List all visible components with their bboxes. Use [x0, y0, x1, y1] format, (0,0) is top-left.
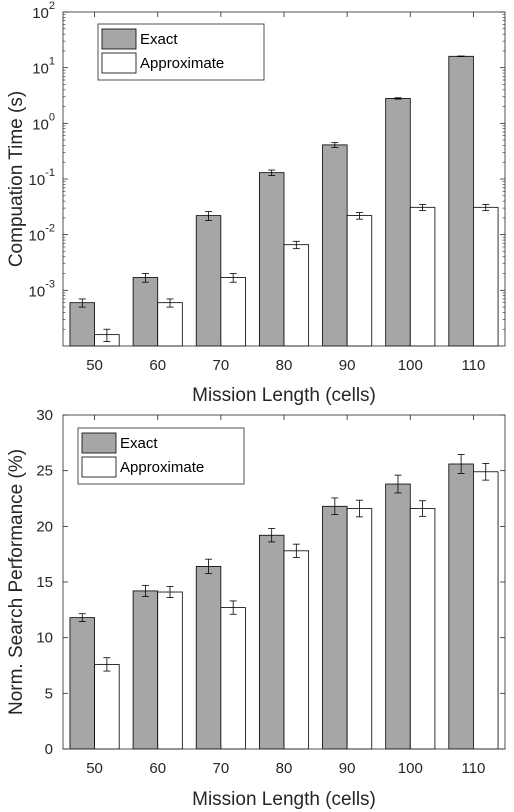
error-bar-exact-90 [331, 142, 339, 148]
x-axis-label: Mission Length (cells) [192, 789, 376, 810]
bar-exact-90 [322, 505, 348, 750]
error-bar-exact-60 [141, 584, 149, 597]
x-tick-label: 60 [149, 760, 166, 777]
bar-exact-70 [195, 566, 222, 750]
bar-exact-60 [132, 590, 159, 750]
x-tick-label: 70 [213, 760, 230, 777]
error-bar-exact-60 [141, 273, 149, 283]
x-tick-label: 110 [461, 357, 485, 374]
legend-swatch-exact [101, 28, 137, 50]
bar-approximate-100 [409, 508, 436, 750]
legend-swatch-exact [81, 432, 117, 454]
x-tick-label: 60 [149, 357, 166, 374]
bar-exact-80 [258, 172, 285, 347]
search-performance-chart: 50 60 70 80 90 100 110 0 5 10 15 20 25 30 Mission Leng… [6, 407, 506, 810]
error-bar-exact-70 [205, 211, 213, 221]
x-tick-label: 80 [276, 760, 293, 777]
legend-label-approximate: Approximate [140, 55, 224, 72]
error-bar-exact-80 [268, 169, 276, 177]
x-axis-label: Mission Length (cells) [192, 385, 376, 406]
x-tick-label: 90 [339, 357, 356, 374]
bar-exact-100 [385, 483, 411, 750]
bar-approximate-60 [157, 591, 183, 750]
x-tick-label: 110 [461, 760, 485, 777]
error-bar-approximate-60 [166, 586, 174, 598]
bar-exact-110 [448, 463, 474, 750]
bar-exact-90 [322, 144, 348, 347]
bar-approximate-70 [220, 607, 246, 750]
legend: Exact Approximate [77, 427, 245, 485]
error-bar-exact-110 [457, 454, 465, 474]
legend-swatch-approximate [101, 52, 137, 74]
y-tick-label: 15 [36, 574, 53, 591]
error-bar-approximate-100 [419, 500, 427, 517]
x-tick-label: 50 [86, 357, 103, 374]
bar-exact-50 [69, 617, 95, 750]
error-bar-approximate-70 [229, 273, 237, 283]
error-bar-exact-100 [394, 474, 402, 494]
bar-exact-110 [448, 55, 474, 347]
error-bar-exact-80 [268, 528, 276, 543]
x-tick-label: 100 [398, 760, 423, 777]
y-tick-label: 101 [32, 56, 55, 78]
bar-approximate-50 [94, 663, 120, 750]
y-tick-label: 5 [45, 685, 53, 702]
error-bar-exact-90 [331, 497, 339, 516]
y-axis-label: Compuation Time (s) [6, 91, 27, 267]
x-tick-label: 50 [86, 760, 103, 777]
y-tick-label: 25 [36, 463, 53, 480]
legend: Exact Approximate [97, 23, 265, 81]
error-bar-approximate-110 [482, 203, 490, 212]
y-tick-label: 20 [36, 518, 53, 535]
bar-approximate-110 [473, 471, 499, 750]
bar-approximate-90 [346, 508, 373, 750]
computation-time-chart: 50 60 70 80 90 100 110 10-3 10-2 10-1 100 101 102 Mis… [6, 0, 506, 406]
bar-exact-100 [385, 98, 411, 347]
legend-label-approximate: Approximate [120, 459, 204, 476]
error-bar-approximate-80 [292, 240, 300, 250]
bar-approximate-80 [283, 550, 310, 750]
x-tick-label: 80 [276, 357, 293, 374]
error-bar-approximate-80 [292, 543, 300, 558]
bar-exact-50 [69, 302, 95, 347]
bar-approximate-110 [473, 206, 499, 347]
legend-label-exact: Exact [120, 435, 158, 452]
error-bar-approximate-50 [103, 657, 111, 672]
error-bar-approximate-70 [229, 600, 237, 615]
y-tick-label: 10-1 [29, 167, 55, 189]
legend-label-exact: Exact [140, 31, 178, 48]
y-tick-label: 10-3 [29, 278, 55, 300]
y-tick-label: 30 [36, 407, 53, 424]
y-tick-label: 0 [45, 741, 53, 758]
error-bar-exact-50 [78, 613, 86, 622]
error-bar-exact-70 [205, 558, 213, 575]
error-bar-approximate-90 [355, 212, 363, 220]
x-tick-label: 90 [339, 760, 356, 777]
error-bar-exact-100 [394, 97, 402, 100]
error-bar-approximate-60 [166, 298, 174, 308]
bar-approximate-90 [346, 215, 373, 347]
legend-swatch-approximate [81, 456, 117, 478]
bar-approximate-100 [409, 206, 436, 347]
bar-exact-70 [195, 215, 222, 347]
error-bar-approximate-110 [482, 463, 490, 481]
y-tick-label: 10 [36, 630, 53, 647]
error-bar-approximate-100 [419, 203, 427, 212]
bar-approximate-70 [220, 277, 246, 347]
error-bar-approximate-90 [355, 499, 363, 518]
y-tick-label: 100 [32, 111, 55, 133]
y-tick-label: 102 [32, 0, 55, 22]
error-bar-exact-50 [78, 298, 86, 308]
y-tick-label: 10-2 [29, 223, 55, 245]
error-bar-exact-110 [457, 55, 465, 58]
x-tick-label: 100 [398, 357, 423, 374]
bar-approximate-80 [283, 244, 310, 347]
bar-approximate-60 [157, 302, 183, 347]
bar-exact-60 [132, 277, 159, 347]
x-tick-label: 70 [213, 357, 230, 374]
error-bar-approximate-50 [103, 328, 111, 342]
bar-exact-80 [258, 534, 285, 750]
y-axis-label: Norm. Search Performance (%) [6, 449, 27, 715]
